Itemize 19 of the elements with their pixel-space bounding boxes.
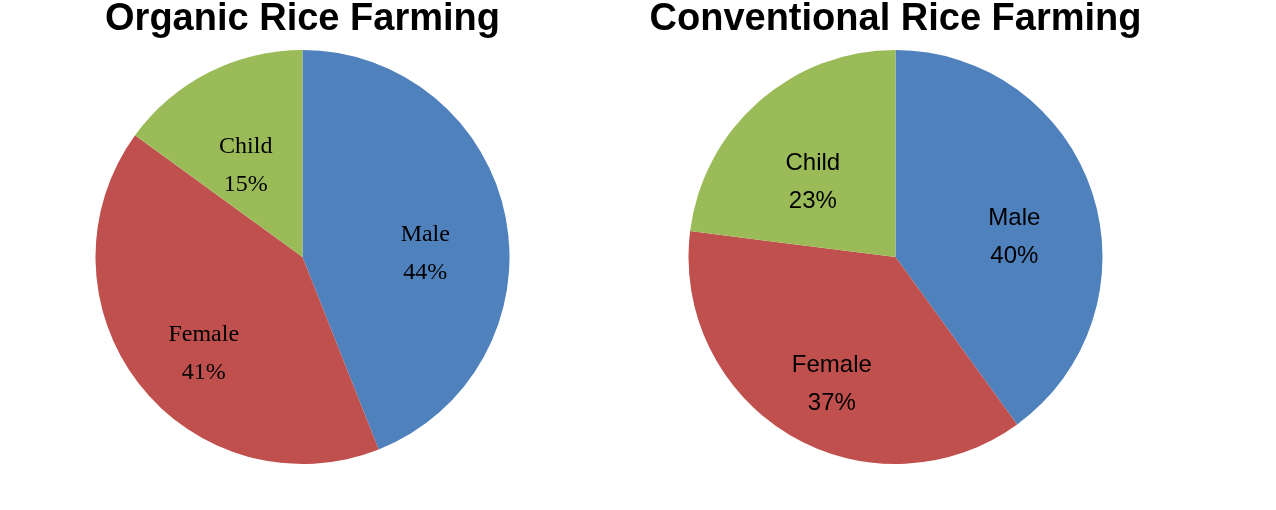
data-label: 37%: [807, 387, 856, 415]
slice-label: Male: [400, 219, 450, 246]
pie-slice: [95, 135, 379, 464]
pie-slice: [302, 50, 510, 450]
slice-label: Male: [988, 203, 1041, 231]
slice-label: Female: [168, 319, 240, 346]
data-label: 15%: [223, 169, 268, 196]
chart-title: Conventional Rice Farming: [649, 0, 1142, 38]
pie-slice: [895, 50, 1103, 425]
pie-slice: [690, 50, 896, 257]
slice-label: Child: [785, 148, 841, 176]
chart-title: Organic Rice Farming: [105, 0, 500, 38]
slice-label: Child: [219, 131, 273, 158]
data-label: 41%: [181, 357, 226, 384]
data-label: 44%: [403, 257, 448, 284]
data-label: 40%: [990, 241, 1039, 269]
pie-slice: [135, 50, 303, 257]
data-label: 23%: [788, 186, 837, 214]
slice-label: Female: [791, 349, 872, 377]
